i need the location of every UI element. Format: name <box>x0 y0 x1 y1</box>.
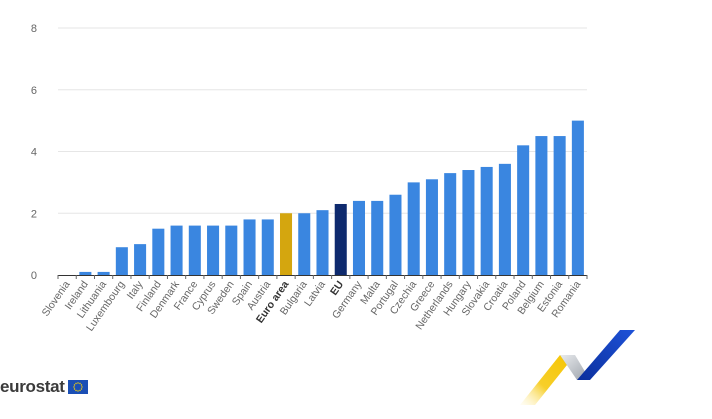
bar-slovakia[interactable] <box>480 166 493 275</box>
bar-cyprus[interactable] <box>207 225 220 275</box>
bar-luxembourg[interactable] <box>115 247 128 275</box>
y-tick-label: 6 <box>31 85 37 97</box>
bar-spain[interactable] <box>243 219 256 275</box>
bar-croatia[interactable] <box>498 163 511 275</box>
bar-denmark[interactable] <box>170 225 183 275</box>
eu-flag-icon <box>67 380 88 394</box>
bar-czechia[interactable] <box>407 182 420 275</box>
bar-netherlands[interactable] <box>444 173 457 275</box>
bar-greece[interactable] <box>425 179 438 275</box>
y-tick-label: 0 <box>31 270 37 282</box>
y-tick-label: 8 <box>31 23 37 35</box>
bar-germany[interactable] <box>352 200 366 275</box>
bar-romania[interactable] <box>571 120 584 275</box>
bar-euro-area[interactable] <box>279 213 293 275</box>
bars <box>79 120 584 275</box>
y-axis: 0 2 4 6 8 <box>31 23 37 282</box>
bar-france[interactable] <box>188 225 201 275</box>
bar-eu[interactable] <box>334 203 347 275</box>
y-tick-label: 4 <box>31 147 37 159</box>
x-axis: SloveniaIrelandLithuaniaLuxembourgItalyF… <box>40 275 588 334</box>
bar-austria[interactable] <box>261 219 274 275</box>
bar-ireland[interactable] <box>79 271 92 275</box>
bar-hungary[interactable] <box>462 170 475 275</box>
bar-latvia[interactable] <box>316 210 329 275</box>
bar-sweden[interactable] <box>225 225 238 275</box>
bar-italy[interactable] <box>134 244 147 275</box>
bar-finland[interactable] <box>152 228 165 275</box>
eurostat-logo: eurostat <box>0 377 88 397</box>
bar-lithuania[interactable] <box>97 271 110 275</box>
bar-bulgaria[interactable] <box>298 213 311 275</box>
bar-poland[interactable] <box>517 145 530 275</box>
bar-estonia[interactable] <box>553 136 566 275</box>
bar-malta[interactable] <box>371 200 384 275</box>
logo-text: eurostat <box>0 377 65 396</box>
ribbon-logo-icon <box>520 330 635 405</box>
bar-portugal[interactable] <box>389 194 402 275</box>
y-tick-label: 2 <box>31 208 37 220</box>
bar-belgium[interactable] <box>535 136 548 275</box>
